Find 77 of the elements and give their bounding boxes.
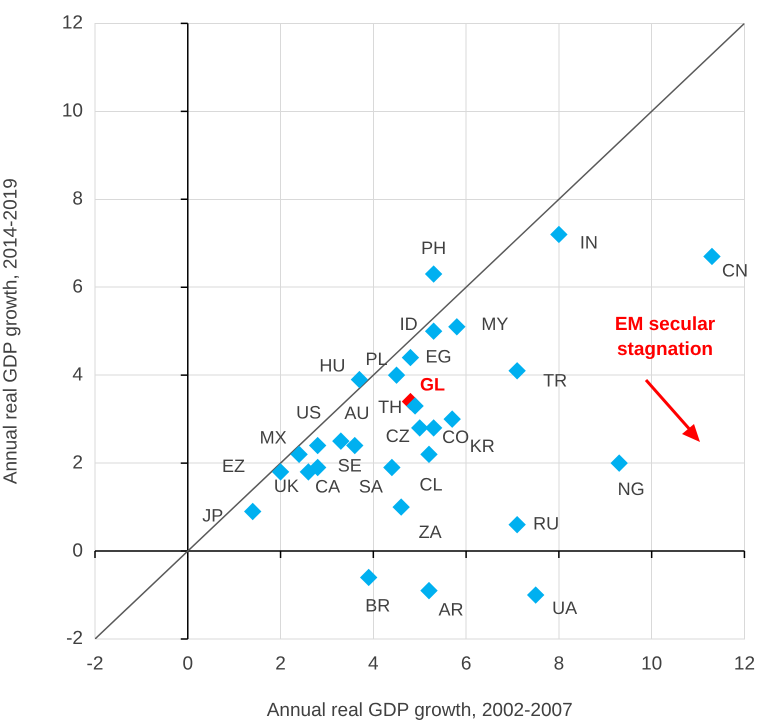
point (360, 568, 378, 586)
point (309, 437, 326, 454)
series-label: UK (274, 476, 299, 496)
point (420, 446, 438, 463)
y-tick-label: 6 (72, 276, 83, 298)
y-tick-label: -2 (66, 628, 83, 650)
series-label: ID (400, 314, 418, 334)
point (272, 463, 290, 480)
series-label: JP (202, 505, 224, 526)
point (610, 454, 628, 472)
x-axis-title: Annual real GDP growth, 2002-2007 (266, 700, 573, 721)
y-axis-title: Annual real GDP growth, 2014-2019 (0, 178, 22, 484)
point (290, 446, 308, 463)
series-label: PH (421, 238, 446, 258)
series-label: KR (470, 436, 495, 456)
y-tick-label: 2 (72, 452, 83, 474)
point (420, 582, 438, 600)
point (425, 266, 442, 283)
series-label: RU (533, 514, 560, 534)
series-label: EG (425, 346, 452, 367)
y-tick-label: 12 (62, 12, 83, 34)
series-label: CZ (386, 426, 410, 446)
series-label: CO (442, 426, 470, 447)
point (402, 349, 419, 366)
point (388, 366, 406, 384)
series-label: CL (419, 474, 442, 494)
point (346, 437, 364, 454)
series-label: IN (580, 232, 598, 252)
series-label: MY (481, 314, 508, 334)
y-tick-label: 8 (72, 188, 83, 210)
point (383, 459, 400, 476)
point (406, 397, 424, 414)
series-label: TH (378, 396, 402, 417)
point (425, 322, 442, 340)
point (350, 371, 368, 388)
point (550, 226, 568, 243)
point (444, 410, 461, 428)
x-tick-label: 12 (734, 654, 756, 675)
x-tick-label: 4 (368, 654, 380, 675)
series-label: AR (438, 600, 464, 620)
point (425, 419, 442, 436)
x-tick-label: -2 (86, 654, 104, 675)
y-tick-label: 4 (72, 364, 84, 386)
x-tick-label: 0 (182, 654, 194, 675)
series-label: SE (338, 455, 362, 476)
x-tick-label: 2 (275, 654, 286, 675)
series-label: EZ (222, 456, 246, 476)
series-label: TR (543, 370, 568, 391)
point (508, 516, 526, 534)
series-label: CN (722, 260, 748, 280)
series-label: CA (315, 476, 340, 496)
point (703, 248, 720, 265)
series-label: AU (344, 403, 370, 424)
point (448, 318, 466, 336)
annotation: EM secular stagnation (614, 313, 716, 362)
point (508, 362, 526, 380)
x-tick-label: 8 (554, 654, 564, 675)
series-label: BR (365, 595, 390, 616)
y-tick-label: 10 (62, 100, 83, 122)
series-label: MX (260, 427, 287, 448)
series-label: HU (319, 356, 346, 376)
point (411, 419, 428, 436)
series-label: GL (420, 374, 445, 395)
series-label: SA (358, 476, 383, 496)
series-label: ZA (418, 522, 442, 542)
point (300, 463, 317, 480)
y-tick-label: 0 (72, 540, 83, 562)
series-label: PL (366, 349, 388, 370)
point (244, 502, 262, 520)
series-label: US (296, 402, 322, 422)
point (527, 586, 544, 604)
point (332, 432, 350, 450)
x-tick-label: 10 (641, 654, 662, 675)
series-label: UA (552, 598, 578, 618)
series-label: NG (618, 479, 645, 500)
point (392, 498, 410, 516)
x-tick-label: 6 (460, 654, 472, 675)
